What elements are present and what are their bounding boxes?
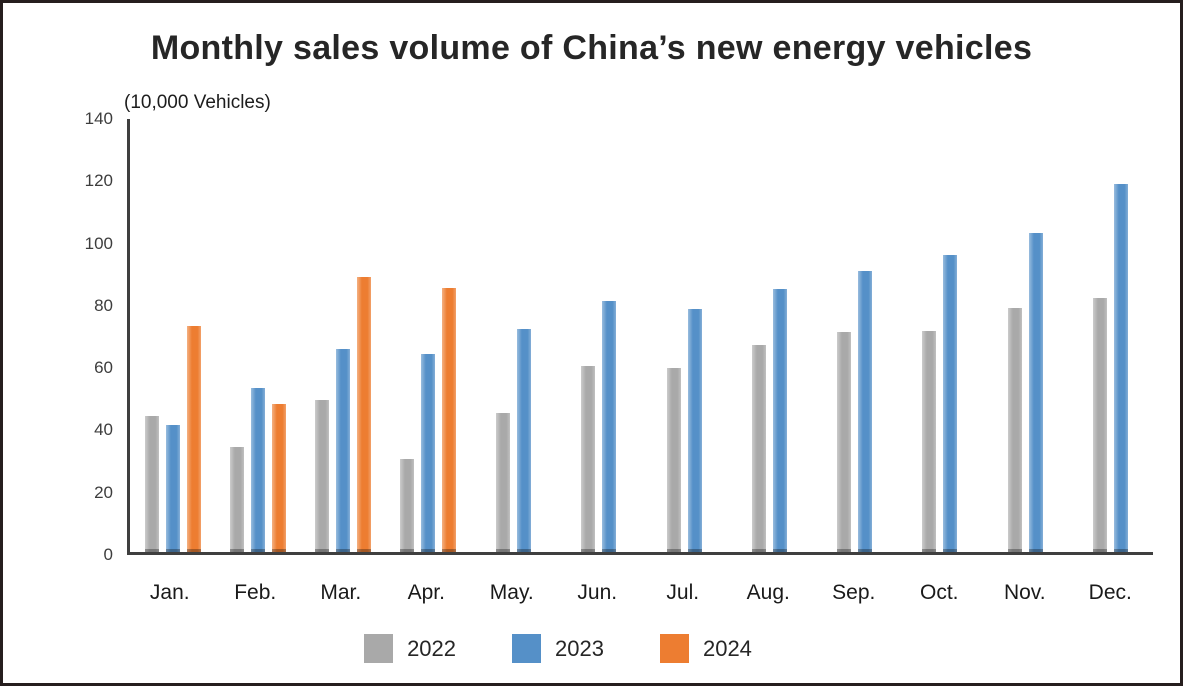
legend-item-2022: 2022 (364, 634, 456, 663)
bar-2023-feb (250, 388, 265, 552)
chart-title: Monthly sales volume of China’s new ener… (150, 29, 1033, 67)
bar-group-feb (215, 119, 300, 552)
bar-group-oct (897, 119, 982, 552)
bar-2024-feb (271, 403, 286, 552)
x-tick-label-apr: Apr. (407, 581, 445, 604)
bar-2023-sep (858, 270, 873, 552)
legend-label-2023: 2023 (555, 635, 604, 661)
legend-label-2024: 2024 (702, 635, 752, 661)
bar-2022-sep (837, 332, 852, 552)
bar-2024-apr (442, 287, 457, 552)
legend-item-2024: 2024 (659, 634, 752, 663)
legend-swatch-2024 (659, 634, 689, 663)
bar-2022-jan (144, 415, 159, 552)
y-tick-label-0: 0 (103, 545, 113, 564)
x-axis-labels: Jan. Feb. Mar. Apr. May. Jun. Jul. Aug. Sep. Oct.… (127, 581, 1153, 605)
bar-2022-may (496, 412, 511, 552)
legend-swatch-2022 (364, 634, 394, 663)
bar-group-nov (983, 119, 1068, 552)
x-tick-label-aug: Aug. (746, 581, 790, 604)
bar-2023-dec (1113, 183, 1128, 552)
x-tick-label-feb: Feb. (234, 581, 277, 604)
bar-2024-mar (357, 276, 372, 552)
x-tick-label-jul: Jul. (666, 581, 700, 604)
legend-label-2022: 2022 (407, 635, 457, 661)
bar-2024-jan (186, 326, 201, 552)
legend: 2022 2023 2024 (3, 634, 1113, 663)
bar-2022-jun (581, 366, 596, 552)
bar-2023-jun (602, 301, 617, 552)
bar-2022-jul (666, 367, 681, 552)
bar-group-aug (727, 119, 812, 552)
x-tick-label-dec: Dec. (1088, 581, 1132, 604)
y-tick-label-60: 60 (94, 358, 113, 378)
bar-2022-nov (1007, 307, 1022, 552)
y-tick-label-40: 40 (94, 420, 113, 440)
bar-group-jan (130, 119, 215, 552)
bar-2023-may (517, 329, 532, 552)
plot-area (127, 119, 1153, 555)
x-tick-label-oct: Oct. (919, 581, 959, 604)
bar-2022-mar (315, 400, 330, 552)
x-tick-label-jan: Jan. (149, 581, 190, 604)
bar-2022-dec (1092, 298, 1107, 552)
bar-2023-apr (421, 354, 436, 552)
x-tick-label-mar: Mar. (320, 581, 362, 604)
bar-2022-feb (229, 446, 244, 552)
x-tick-label-nov: Nov. (1003, 581, 1046, 604)
bar-2022-apr (400, 459, 415, 552)
bar-group-may (471, 119, 556, 552)
bar-2023-nov (1028, 233, 1043, 552)
y-tick-label-140: 140 (84, 109, 113, 128)
legend-item-2023: 2023 (512, 634, 604, 663)
legend-swatch-2023 (512, 634, 542, 663)
bar-2022-oct (922, 330, 937, 552)
bar-group-jun (556, 119, 641, 552)
bar-2023-jul (687, 309, 702, 552)
y-tick-label-80: 80 (94, 295, 113, 315)
bar-2023-jan (165, 425, 180, 552)
y-axis-unit-label: (10,000 Vehicles) (124, 92, 271, 113)
bar-2023-aug (772, 289, 787, 552)
x-tick-label-may: May. (489, 581, 534, 604)
bar-group-sep (812, 119, 897, 552)
x-tick-label-jun: Jun. (577, 581, 618, 604)
bar-2023-mar (336, 349, 351, 552)
y-tick-label-120: 120 (84, 171, 113, 191)
x-tick-label-sep: Sep. (832, 581, 876, 604)
y-tick-label-100: 100 (84, 233, 113, 253)
bar-group-dec (1068, 119, 1153, 552)
bar-2022-aug (751, 344, 766, 552)
bar-2023-oct (943, 255, 958, 552)
bar-group-apr (386, 119, 471, 552)
bar-group-jul (642, 119, 727, 552)
y-tick-label-20: 20 (94, 482, 113, 502)
bar-group-mar (301, 119, 386, 552)
